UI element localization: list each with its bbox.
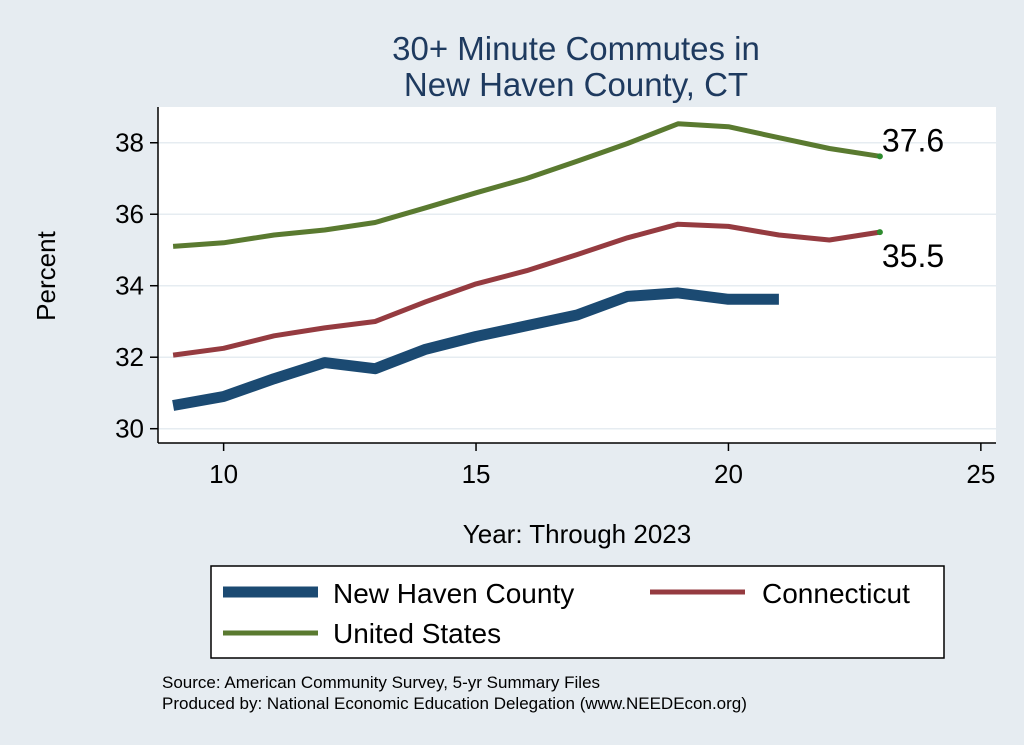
legend-item-united-states: United States [223, 618, 501, 649]
series-lines [172, 121, 881, 411]
legend-label-new-haven-county: New Haven County [333, 578, 574, 609]
gridlines [158, 141, 996, 430]
legend-item-connecticut: Connecticut [650, 578, 910, 609]
source-note: Source: American Community Survey, 5-yr … [162, 673, 600, 692]
y-tick-label-36: 36 [115, 199, 144, 229]
producer-note: Produced by: National Economic Education… [162, 694, 747, 713]
annotation-united-states: 37.6 [882, 122, 944, 158]
annotation-connecticut: 35.5 [882, 238, 944, 274]
y-axis-label: Percent [31, 230, 61, 320]
series-line-united-states [172, 121, 881, 249]
plot-area [158, 107, 996, 443]
chart-title-line-1: 30+ Minute Commutes in [392, 30, 760, 67]
legend-label-connecticut: Connecticut [762, 578, 910, 609]
y-tick-label-32: 32 [115, 342, 144, 372]
axes: 30 32 34 36 38 10 15 20 25 [115, 107, 996, 489]
legend-item-new-haven-county: New Haven County [223, 578, 574, 609]
x-tick-label-20: 20 [714, 459, 743, 489]
x-tick-label-25: 25 [966, 459, 995, 489]
legend-box [210, 565, 945, 659]
legend-label-united-states: United States [333, 618, 501, 649]
annotation-marker-connecticut [876, 229, 883, 236]
y-tick-label-34: 34 [115, 271, 144, 301]
y-tick-label-30: 30 [115, 414, 144, 444]
x-tick-label-15: 15 [462, 459, 491, 489]
x-axis-label: Year: Through 2023 [463, 519, 691, 549]
x-tick-label-10: 10 [209, 459, 238, 489]
series-line-new-haven-county [172, 287, 779, 411]
annotation-marker-united-states [876, 153, 883, 160]
end-annotations: 37.6 35.5 [876, 122, 944, 274]
chart-title-line-2: New Haven County, CT [404, 66, 748, 103]
y-tick-label-38: 38 [115, 128, 144, 158]
series-line-connecticut [172, 221, 881, 358]
